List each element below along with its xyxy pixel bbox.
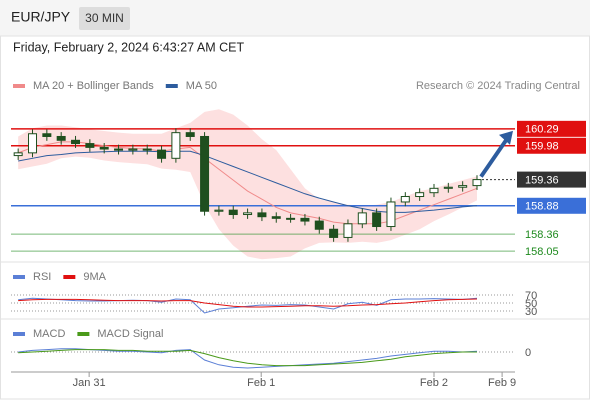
candle-body — [271, 216, 281, 219]
datetime: Friday, February 2, 2024 6:43:27 AM CET — [13, 40, 244, 54]
legend-label: MA 20 + Bollinger Bands — [33, 80, 154, 92]
symbol: EUR/JPY — [11, 9, 71, 25]
forecast-arrow — [479, 137, 509, 178]
candle-body — [56, 135, 66, 141]
current-price-box — [517, 171, 586, 188]
candle-body — [142, 148, 152, 151]
ma-line — [17, 141, 478, 225]
y-tick-label: 50 — [525, 298, 537, 310]
legend-label: 9MA — [83, 271, 106, 283]
candle-body — [228, 209, 238, 216]
level-label: 158.05 — [525, 246, 559, 258]
candle-body — [314, 220, 324, 230]
candle-body — [343, 223, 353, 238]
y-tick-label: 70 — [525, 290, 537, 302]
candle-body — [458, 185, 468, 188]
candle-body — [372, 212, 382, 228]
candle-body — [429, 187, 439, 194]
candle-body — [171, 132, 181, 159]
candle-body — [13, 152, 23, 157]
candle-body — [386, 201, 396, 228]
x-tick-label: Feb 9 — [488, 377, 516, 389]
x-tick-label: Jan 31 — [73, 377, 106, 389]
source: Research © 2024 Trading Central — [416, 80, 580, 92]
candle-body — [300, 217, 310, 222]
level-label: 159.98 — [525, 141, 559, 153]
candle-body — [214, 209, 224, 212]
forecast-arrowhead — [499, 130, 513, 145]
candle-body — [71, 139, 81, 145]
candle-body — [329, 228, 339, 238]
level-label: 158.88 — [525, 201, 559, 213]
ma-line — [18, 150, 478, 213]
candle-body — [257, 212, 267, 218]
indicator-line — [18, 298, 478, 308]
candle-body — [415, 192, 425, 198]
bollinger-band — [18, 109, 478, 260]
legend-swatch — [165, 84, 178, 88]
candle-body — [114, 148, 124, 151]
x-tick-label: Feb 1 — [247, 377, 275, 389]
level-label-box — [517, 197, 586, 214]
legend-swatch — [63, 275, 76, 279]
indicator-line — [18, 297, 478, 314]
legend-swatch — [13, 275, 25, 279]
candle-body — [357, 212, 367, 225]
candle-body — [400, 196, 410, 203]
candle-body — [42, 133, 52, 137]
y-tick-label: 30 — [525, 306, 537, 318]
current-price-label: 159.36 — [525, 174, 559, 186]
interval[interactable]: 30 MIN — [85, 11, 124, 25]
candle-body — [85, 143, 95, 148]
x-tick-label: Feb 2 — [420, 377, 448, 389]
candle-body — [99, 146, 109, 150]
y-tick-label: 0 — [525, 347, 531, 359]
legend-label: RSI — [33, 271, 51, 283]
legend-swatch — [77, 332, 90, 336]
level-label-box — [517, 137, 586, 154]
candle-body — [472, 179, 482, 187]
legend-label: MACD Signal — [97, 328, 163, 340]
level-label: 160.29 — [525, 124, 559, 136]
candle-body — [200, 135, 210, 212]
candle-body — [28, 133, 38, 154]
legend-swatch — [13, 84, 25, 88]
interval-button[interactable] — [79, 7, 130, 30]
legend-label: MACD — [33, 328, 65, 340]
candle-body — [286, 217, 296, 220]
indicator-line — [18, 349, 478, 367]
candle-body — [128, 148, 138, 151]
legend-label: MA 50 — [186, 80, 217, 92]
candle-body — [243, 212, 253, 216]
candle-body — [157, 149, 167, 159]
level-label: 158.36 — [525, 229, 559, 241]
candle-body — [185, 132, 195, 137]
level-label-box — [517, 120, 586, 137]
legend-swatch — [13, 332, 25, 336]
candle-body — [443, 186, 453, 189]
